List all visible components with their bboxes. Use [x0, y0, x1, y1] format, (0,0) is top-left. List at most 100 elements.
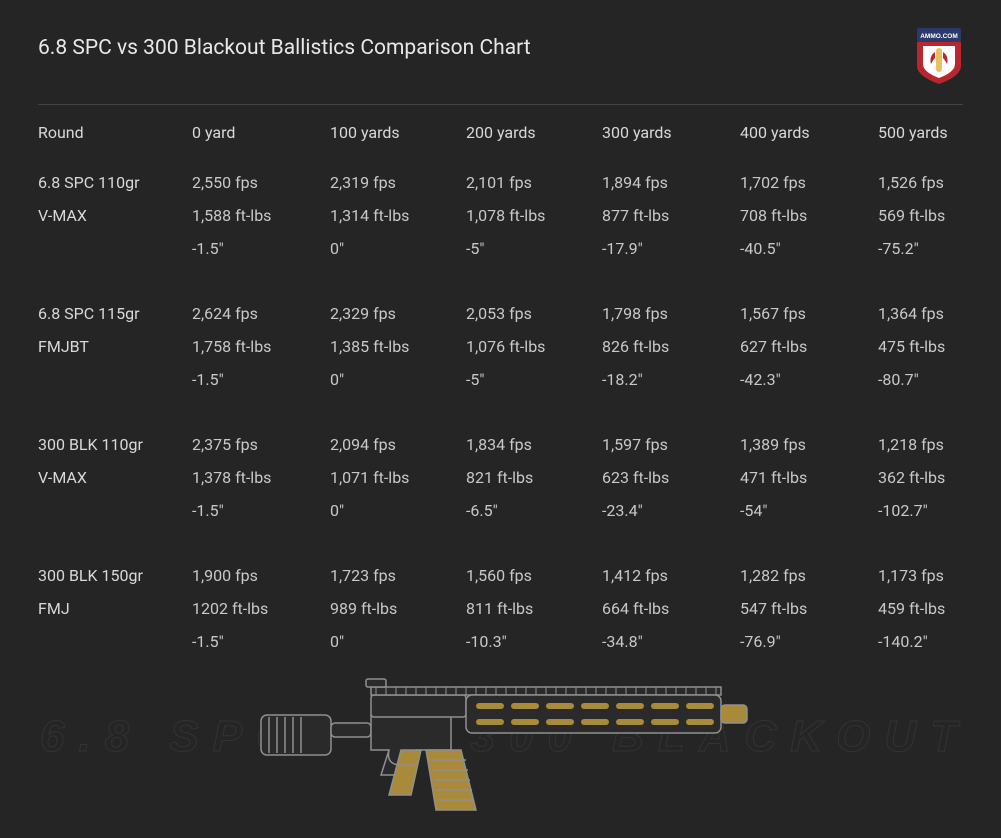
- table-row: 6.8 SPC 110grV-MAX2,550 fps1,588 ft-lbs-…: [38, 166, 963, 265]
- cell-fps: 1,834 fps: [466, 428, 602, 461]
- cell-fps: 2,550 fps: [192, 166, 330, 199]
- data-cell: 2,550 fps1,588 ft-lbs-1.5": [192, 166, 330, 265]
- cell-energy: 627 ft-lbs: [740, 330, 878, 363]
- data-cell: 2,053 fps1,076 ft-lbs -5": [466, 297, 602, 396]
- cell-drop: -75.2": [878, 232, 988, 265]
- cell-drop: 0": [330, 494, 466, 527]
- table-row: 6.8 SPC 115grFMJBT2,624 fps1,758 ft-lbs-…: [38, 297, 963, 396]
- cell-energy: 1,314 ft-lbs: [330, 199, 466, 232]
- cell-fps: 1,412 fps: [602, 559, 740, 592]
- cell-drop: -140.2": [878, 625, 988, 658]
- cell-drop: -1.5": [192, 363, 330, 396]
- data-cell: 1,218 fps362 ft-lbs-102.7": [878, 428, 988, 527]
- cell-fps: 1,218 fps: [878, 428, 988, 461]
- round-name: 300 BLK 150grFMJ: [38, 559, 192, 658]
- data-cell: 2,319 fps1,314 ft-lbs0": [330, 166, 466, 265]
- cell-drop: -40.5": [740, 232, 878, 265]
- cell-drop: -17.9": [602, 232, 740, 265]
- col-100yd: 100 yards: [330, 123, 466, 142]
- round-name: 6.8 SPC 115grFMJBT: [38, 297, 192, 396]
- data-cell: 1,173 fps459 ft-lbs-140.2": [878, 559, 988, 658]
- cell-fps: 2,094 fps: [330, 428, 466, 461]
- cell-fps: 1,597 fps: [602, 428, 740, 461]
- data-cell: 2,094 fps1,071 ft-lbs0": [330, 428, 466, 527]
- cell-drop: -54": [740, 494, 878, 527]
- cell-energy: 471 ft-lbs: [740, 461, 878, 494]
- col-0yd: 0 yard: [192, 123, 330, 142]
- data-cell: 1,894 fps877 ft-lbs-17.9": [602, 166, 740, 265]
- data-cell: 1,567 fps627 ft-lbs-42.3": [740, 297, 878, 396]
- cell-fps: 1,798 fps: [602, 297, 740, 330]
- cell-fps: 1,364 fps: [878, 297, 988, 330]
- data-cell: 1,798 fps826 ft-lbs-18.2": [602, 297, 740, 396]
- data-cell: 2,375 fps1,378 ft-lbs-1.5": [192, 428, 330, 527]
- card-header: 6.8 SPC vs 300 Blackout Ballistics Compa…: [38, 28, 963, 105]
- cell-energy: 459 ft-lbs: [878, 592, 988, 625]
- col-round: Round: [38, 123, 192, 142]
- ballistics-card: 6.8 SPC vs 300 Blackout Ballistics Compa…: [0, 0, 1001, 838]
- data-cell: 1,702 fps708 ft-lbs-40.5": [740, 166, 878, 265]
- data-cell: 1,282 fps547 ft-lbs-76.9": [740, 559, 878, 658]
- cell-fps: 2,101 fps: [466, 166, 602, 199]
- cell-fps: 2,053 fps: [466, 297, 602, 330]
- cell-fps: 2,375 fps: [192, 428, 330, 461]
- cell-fps: 1,567 fps: [740, 297, 878, 330]
- cell-energy: 1,588 ft-lbs: [192, 199, 330, 232]
- cell-fps: 2,319 fps: [330, 166, 466, 199]
- cell-fps: 1,560 fps: [466, 559, 602, 592]
- cell-energy: 1,758 ft-lbs: [192, 330, 330, 363]
- data-cell: 1,834 fps821 ft-lbs-6.5": [466, 428, 602, 527]
- col-500yd: 500 yards: [878, 123, 988, 142]
- col-400yd: 400 yards: [740, 123, 878, 142]
- chart-title: 6.8 SPC vs 300 Blackout Ballistics Compa…: [38, 28, 531, 60]
- cell-energy: 475 ft-lbs: [878, 330, 988, 363]
- table-header-row: Round 0 yard 100 yards 200 yards 300 yar…: [38, 123, 963, 142]
- cell-drop: -1.5": [192, 625, 330, 658]
- cell-energy: 623 ft-lbs: [602, 461, 740, 494]
- cell-drop: -1.5": [192, 494, 330, 527]
- cell-energy: 1,385 ft-lbs: [330, 330, 466, 363]
- cell-energy: 664 ft-lbs: [602, 592, 740, 625]
- cell-drop: -102.7": [878, 494, 988, 527]
- cell-drop: 0": [330, 232, 466, 265]
- cell-energy: 362 ft-lbs: [878, 461, 988, 494]
- data-cell: 1,412 fps664 ft-lbs-34.8": [602, 559, 740, 658]
- cell-drop: -10.3": [466, 625, 602, 658]
- cell-energy: 547 ft-lbs: [740, 592, 878, 625]
- cell-drop: -76.9": [740, 625, 878, 658]
- cell-drop: -6.5": [466, 494, 602, 527]
- cell-fps: 2,624 fps: [192, 297, 330, 330]
- cell-drop: 0": [330, 625, 466, 658]
- data-cell: 2,624 fps1,758 ft-lbs-1.5": [192, 297, 330, 396]
- cell-energy: 877 ft-lbs: [602, 199, 740, 232]
- cell-drop: -5": [466, 232, 602, 265]
- table-row: 300 BLK 110grV-MAX2,375 fps1,378 ft-lbs-…: [38, 428, 963, 527]
- cell-fps: 1,282 fps: [740, 559, 878, 592]
- data-cell: 2,101 fps1,078 ft-lbs-5": [466, 166, 602, 265]
- data-cell: 1,597 fps623 ft-lbs-23.4": [602, 428, 740, 527]
- data-cell: 1,560 fps811 ft-lbs-10.3": [466, 559, 602, 658]
- ammo-logo: AMMO.COM: [915, 28, 963, 84]
- cell-fps: 1,723 fps: [330, 559, 466, 592]
- data-cell: 2,329 fps1,385 ft-lbs0": [330, 297, 466, 396]
- table-body: 6.8 SPC 110grV-MAX2,550 fps1,588 ft-lbs-…: [38, 166, 963, 658]
- cell-energy: 1,378 ft-lbs: [192, 461, 330, 494]
- data-cell: 1,723 fps989 ft-lbs0": [330, 559, 466, 658]
- round-name: 6.8 SPC 110grV-MAX: [38, 166, 192, 265]
- cell-fps: 1,702 fps: [740, 166, 878, 199]
- col-300yd: 300 yards: [602, 123, 740, 142]
- cell-energy: 811 ft-lbs: [466, 592, 602, 625]
- ballistics-table: Round 0 yard 100 yards 200 yards 300 yar…: [38, 123, 963, 658]
- cell-energy: 821 ft-lbs: [466, 461, 602, 494]
- cell-energy: 1,076 ft-lbs: [466, 330, 602, 363]
- cell-fps: 1,173 fps: [878, 559, 988, 592]
- cell-energy: 569 ft-lbs: [878, 199, 988, 232]
- cell-fps: 1,526 fps: [878, 166, 988, 199]
- data-cell: 1,900 fps1202 ft-lbs -1.5": [192, 559, 330, 658]
- cell-drop: -18.2": [602, 363, 740, 396]
- footer-illustration: 6.8 SPC 300 BLACKOUT: [0, 660, 1001, 820]
- data-cell: 1,364 fps475 ft-lbs-80.7": [878, 297, 988, 396]
- cell-fps: 1,894 fps: [602, 166, 740, 199]
- cell-energy: 826 ft-lbs: [602, 330, 740, 363]
- cell-drop: -1.5": [192, 232, 330, 265]
